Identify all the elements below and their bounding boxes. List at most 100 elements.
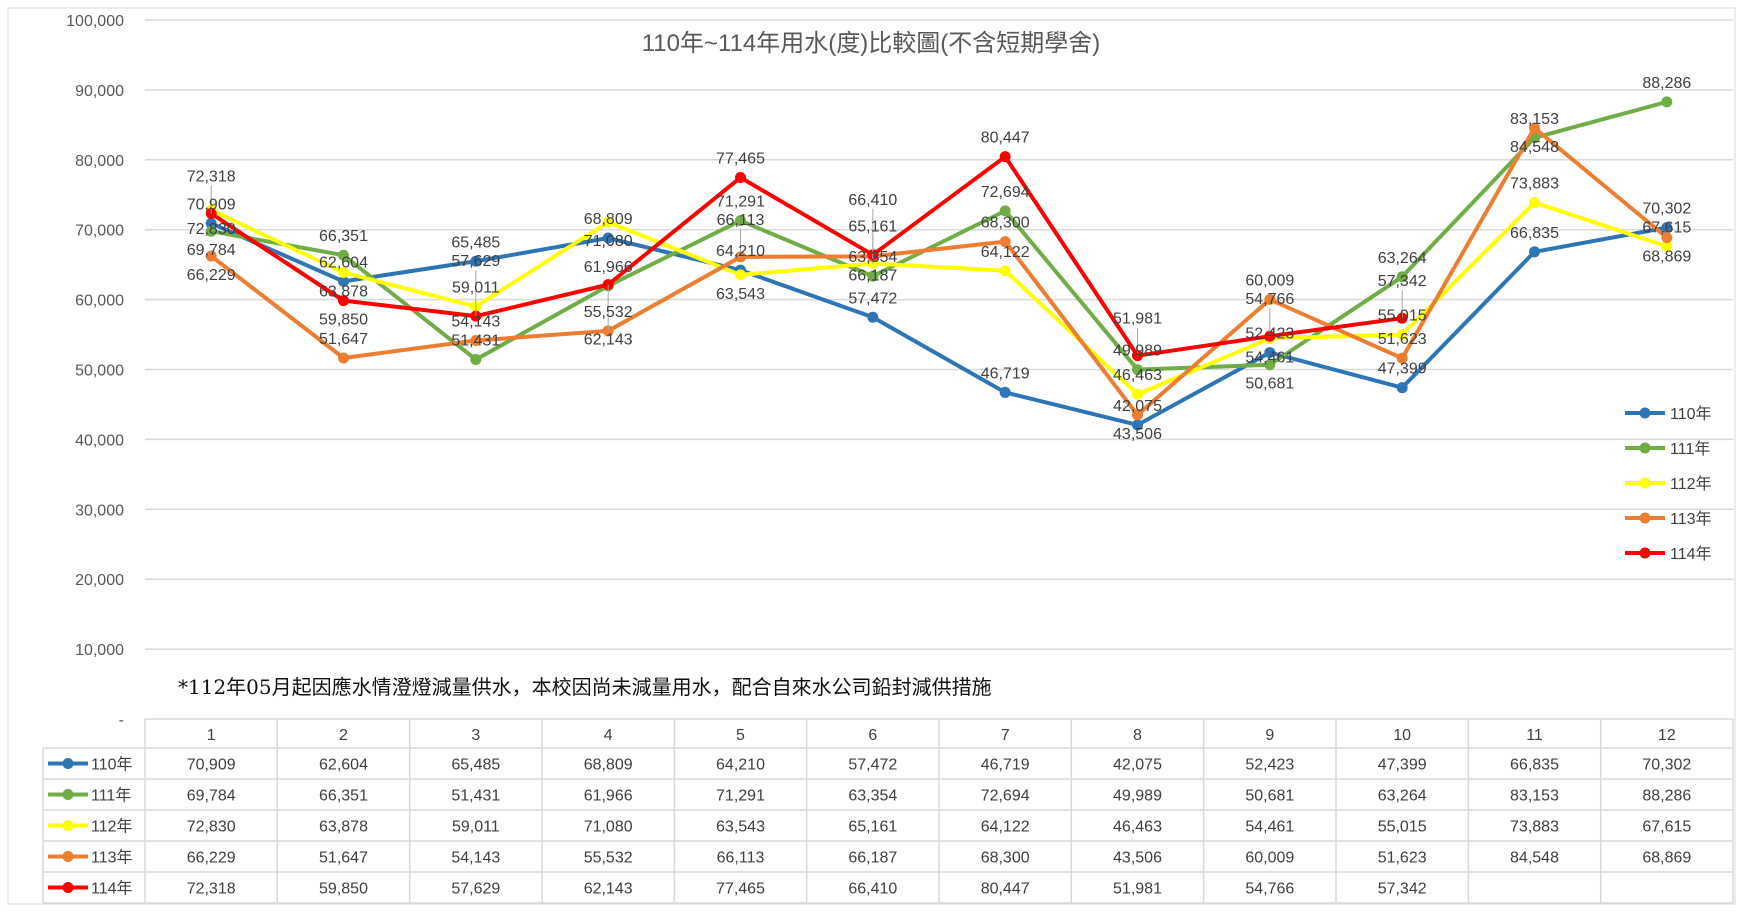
table-cell: 80,447 bbox=[981, 881, 1030, 898]
legend-item: 112年 bbox=[1625, 475, 1712, 493]
data-label: 54,766 bbox=[1245, 291, 1294, 308]
data-label: 52,423 bbox=[1245, 326, 1294, 343]
x-tick-label: 12 bbox=[1658, 727, 1676, 744]
data-point bbox=[205, 217, 217, 229]
row-header: 110年 bbox=[91, 756, 133, 774]
legend-marker bbox=[1639, 442, 1651, 454]
table-cell: 77,465 bbox=[716, 881, 765, 898]
table-cell: 55,532 bbox=[584, 850, 633, 867]
data-point bbox=[1132, 409, 1143, 421]
table-cell: 68,809 bbox=[584, 757, 633, 774]
data-point bbox=[470, 335, 482, 347]
data-label: 61,966 bbox=[584, 259, 633, 276]
legend-marker bbox=[1639, 512, 1651, 524]
data-point bbox=[1132, 364, 1143, 376]
data-point bbox=[1661, 232, 1673, 244]
data-point bbox=[999, 265, 1011, 277]
table-cell: 68,300 bbox=[981, 850, 1030, 867]
data-point bbox=[338, 352, 349, 364]
data-point bbox=[338, 266, 349, 278]
data-label: 51,981 bbox=[1113, 311, 1162, 328]
table-cell: 66,187 bbox=[848, 850, 897, 867]
data-label: 49,989 bbox=[1113, 343, 1162, 360]
table-cell: 55,015 bbox=[1378, 819, 1427, 836]
data-label: 64,210 bbox=[716, 243, 765, 260]
table-cell: 72,830 bbox=[187, 819, 236, 836]
x-tick-label: 2 bbox=[339, 727, 348, 744]
table-cell: 42,075 bbox=[1113, 757, 1162, 774]
table-cell: 63,543 bbox=[716, 819, 765, 836]
y-tick-label: 50,000 bbox=[75, 363, 124, 380]
table-cell: 62,604 bbox=[319, 757, 368, 774]
y-tick-label: 70,000 bbox=[75, 223, 124, 240]
data-label: 63,543 bbox=[716, 286, 765, 303]
data-label: 59,850 bbox=[319, 312, 368, 329]
data-label: 46,719 bbox=[981, 365, 1030, 382]
data-label: 63,354 bbox=[848, 249, 897, 266]
table-cell: 59,011 bbox=[452, 819, 500, 836]
row-legend-marker bbox=[62, 820, 74, 831]
data-label: 62,604 bbox=[319, 254, 368, 271]
data-point bbox=[338, 275, 349, 287]
data-label: 71,291 bbox=[716, 194, 765, 211]
table-row: 113年 66,229 51,647 54,143 55,532 66,113 66,187… bbox=[48, 849, 1691, 867]
data-point bbox=[999, 386, 1011, 398]
data-label: 62,143 bbox=[584, 332, 633, 349]
chart-border bbox=[7, 7, 1736, 905]
table-cell: 51,647 bbox=[319, 850, 368, 867]
data-label: 80,447 bbox=[981, 130, 1030, 147]
data-point bbox=[1264, 294, 1276, 306]
data-label: 72,694 bbox=[981, 184, 1030, 201]
data-label: 72,830 bbox=[187, 221, 236, 238]
data-point bbox=[735, 269, 746, 281]
data-point bbox=[999, 236, 1011, 248]
data-label: 50,681 bbox=[1245, 376, 1294, 393]
data-point bbox=[205, 225, 217, 237]
table-cell: 68,869 bbox=[1642, 850, 1691, 867]
table-cell: 54,143 bbox=[451, 850, 500, 867]
x-tick-label: 5 bbox=[736, 727, 745, 744]
legend-label: 113年 bbox=[1670, 510, 1712, 528]
data-label: 88,286 bbox=[1642, 75, 1691, 92]
series-line-113年 bbox=[209, 126, 1669, 417]
data-label: 68,809 bbox=[584, 211, 633, 228]
table-cell: 59,850 bbox=[319, 881, 368, 898]
table-cell: 66,351 bbox=[319, 788, 368, 805]
y-tick-label: 90,000 bbox=[75, 83, 124, 100]
row-legend-marker bbox=[62, 758, 74, 769]
row-legend-marker bbox=[62, 882, 74, 893]
x-tick-label: 10 bbox=[1393, 727, 1411, 744]
data-label: 57,342 bbox=[1378, 273, 1427, 290]
table-cell: 63,878 bbox=[319, 819, 368, 836]
legend-item: 114年 bbox=[1625, 545, 1712, 563]
data-point bbox=[1396, 328, 1408, 340]
row-legend-marker bbox=[62, 851, 74, 862]
data-label: 63,264 bbox=[1378, 250, 1427, 267]
table-cell: 49,989 bbox=[1113, 788, 1162, 805]
data-label: 72,318 bbox=[187, 168, 236, 185]
table-row: 111年 69,784 66,351 51,431 61,966 71,291 63,354… bbox=[48, 787, 1691, 805]
data-label: 70,909 bbox=[187, 196, 236, 213]
table-row: 110年 70,909 62,604 65,485 68,809 64,210 57,472… bbox=[48, 756, 1691, 774]
series-line-114年 bbox=[210, 154, 1403, 358]
data-label: 67,615 bbox=[1642, 219, 1691, 236]
table-row: 114年 72,318 59,850 57,629 62,143 77,465 66,410… bbox=[48, 880, 1427, 898]
x-tick-label: 9 bbox=[1265, 727, 1274, 744]
data-point bbox=[1529, 246, 1540, 258]
x-tick-label: 8 bbox=[1133, 727, 1142, 744]
data-point bbox=[1529, 197, 1540, 209]
y-tick-label: 80,000 bbox=[75, 153, 124, 170]
table-cell: 57,629 bbox=[451, 881, 500, 898]
table-cell: 66,229 bbox=[187, 850, 236, 867]
y-tick-label: 40,000 bbox=[75, 432, 124, 449]
data-label: 55,015 bbox=[1378, 307, 1427, 324]
row-header: 113年 bbox=[91, 849, 133, 867]
y-tick-label: 20,000 bbox=[75, 572, 124, 589]
table-cell: 72,318 bbox=[187, 881, 236, 898]
y-tick-label: 30,000 bbox=[75, 502, 124, 519]
chart-note: *112年05月起因應水情澄燈減量供水，本校因尚未減量用水，配合自來水公司鉛封減… bbox=[178, 675, 992, 699]
data-label: 64,122 bbox=[981, 244, 1030, 261]
table-cell: 66,835 bbox=[1510, 757, 1559, 774]
data-label: 73,883 bbox=[1510, 176, 1559, 193]
row-header: 111年 bbox=[91, 787, 131, 805]
